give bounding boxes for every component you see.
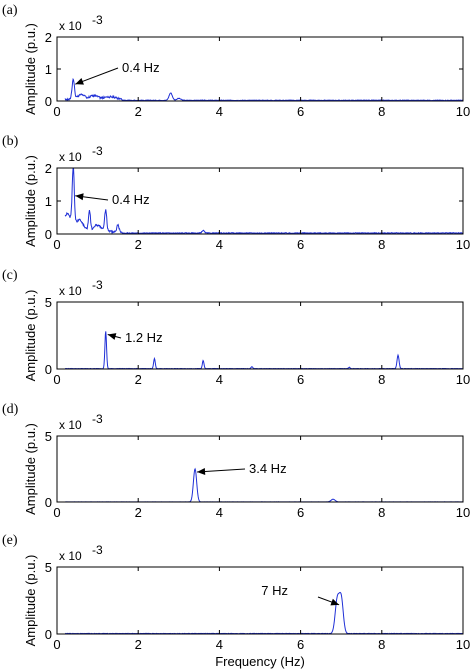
y-exponent-label: -3 <box>92 412 103 426</box>
panel-label: (d) <box>2 402 19 417</box>
spectrum-line <box>64 167 464 235</box>
axes-box <box>56 36 464 102</box>
y-tick-label: 5 <box>45 560 52 575</box>
x-tick-label: 8 <box>378 637 385 652</box>
x-tick-label: 6 <box>297 505 304 520</box>
x-tick-label: 10 <box>456 637 470 652</box>
x-tick-label: 6 <box>297 637 304 652</box>
panel-e: (e) x 10 -3 0 2 4 6 8 10 0 5 Amplitude (p.u.) Freque… <box>2 533 470 669</box>
annotation-label: 3.4 Hz <box>249 461 287 476</box>
x-tick-label: 2 <box>135 104 142 119</box>
axes-box <box>56 301 464 370</box>
y-tick-label: 5 <box>45 429 52 444</box>
panel-label: (b) <box>2 134 19 149</box>
y-tick-label: 0 <box>45 362 52 377</box>
y-tick-label: 0 <box>45 495 52 510</box>
x-tick-label: 4 <box>216 505 223 520</box>
y-tick-label: 2 <box>45 161 52 176</box>
x-tick-label: 8 <box>378 104 385 119</box>
x-tick-label: 8 <box>378 505 385 520</box>
x-tick-label: 6 <box>297 372 304 387</box>
x-tick-label: 0 <box>53 372 60 387</box>
annotation-arrow-head <box>197 468 206 475</box>
panel-a: (a) x 10 -3 0 2 4 6 8 10 0 1 2 Amplitude (p.u.) 0.4 H… <box>2 3 470 119</box>
annotation-arrow-head <box>75 78 84 85</box>
x-tick-label: 10 <box>456 237 470 252</box>
spectrum-line <box>65 591 464 635</box>
x-tick-label: 4 <box>216 104 223 119</box>
y-tick-label: 2 <box>45 30 52 45</box>
annotation-arrow-line <box>197 468 246 473</box>
annotation-arrow-head <box>75 193 84 201</box>
y-multiplier-label: x 10 <box>59 418 82 432</box>
y-multiplier-label: x 10 <box>59 549 82 563</box>
annotation-arrow-head <box>330 598 340 606</box>
panel-b: (b) x 10 -3 0 2 4 6 8 10 0 1 2 Amplitude (p.u.) 0.4 H… <box>2 134 470 252</box>
x-tick-label: 2 <box>135 372 142 387</box>
spectrum-line <box>64 77 464 102</box>
y-axis-label: Amplitude (p.u.) <box>23 423 38 515</box>
x-tick-label: 10 <box>456 372 470 387</box>
y-multiplier-label: x 10 <box>59 284 82 298</box>
y-tick-label: 5 <box>45 295 52 310</box>
x-tick-label: 0 <box>53 237 60 252</box>
y-multiplier-label: x 10 <box>59 150 82 164</box>
x-tick-label: 4 <box>216 372 223 387</box>
axes-box <box>56 566 464 635</box>
panel-label: (a) <box>2 3 18 18</box>
x-tick-label: 6 <box>297 104 304 119</box>
panel-label: (e) <box>2 533 18 548</box>
x-tick-label: 0 <box>53 637 60 652</box>
y-tick-label: 0 <box>45 94 52 109</box>
annotation-arrow-head <box>107 333 117 340</box>
axes-box <box>56 435 464 503</box>
panel-d: (d) x 10 -3 0 2 4 6 8 10 0 5 Amplitude (p.u.) 3.4 Hz <box>2 402 470 520</box>
x-tick-label: 2 <box>135 637 142 652</box>
x-tick-label: 0 <box>53 104 60 119</box>
x-tick-label: 4 <box>216 637 223 652</box>
x-tick-label: 8 <box>378 372 385 387</box>
x-axis-label: Frequency (Hz) <box>215 654 305 669</box>
annotation-label: 0.4 Hz <box>122 60 160 75</box>
y-exponent-label: -3 <box>92 278 103 292</box>
y-tick-label: 0 <box>45 627 52 642</box>
x-tick-label: 2 <box>135 237 142 252</box>
annotation-label: 0.4 Hz <box>112 192 150 207</box>
x-tick-label: 10 <box>456 104 470 119</box>
annotation-label: 7 Hz <box>261 583 288 598</box>
y-exponent-label: -3 <box>92 543 103 557</box>
y-tick-label: 1 <box>45 62 52 77</box>
y-exponent-label: -3 <box>92 144 103 158</box>
y-exponent-label: -3 <box>92 13 103 27</box>
y-axis-label: Amplitude (p.u.) <box>23 290 38 382</box>
y-tick-label: 0 <box>45 227 52 242</box>
x-tick-label: 10 <box>456 505 470 520</box>
x-tick-label: 2 <box>135 505 142 520</box>
x-tick-label: 4 <box>216 237 223 252</box>
y-axis-label: Amplitude (p.u.) <box>23 23 38 115</box>
y-axis-label: Amplitude (p.u.) <box>23 155 38 247</box>
y-tick-label: 1 <box>45 194 52 209</box>
y-axis-label: Amplitude (p.u.) <box>23 555 38 647</box>
x-tick-label: 0 <box>53 505 60 520</box>
annotation-label: 1.2 Hz <box>125 330 163 345</box>
x-tick-label: 8 <box>378 237 385 252</box>
x-tick-label: 6 <box>297 237 304 252</box>
y-multiplier-label: x 10 <box>59 19 82 33</box>
panel-label: (c) <box>2 268 18 283</box>
panel-c: (c) x 10 -3 0 2 4 6 8 10 0 5 Amplitude (p.u.) 1.2 Hz <box>2 268 470 387</box>
